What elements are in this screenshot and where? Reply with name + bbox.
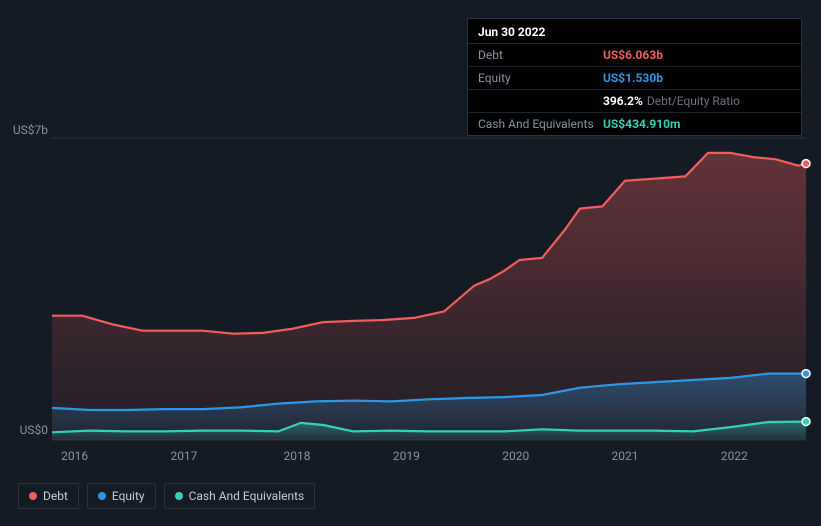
equity-end-marker bbox=[802, 370, 810, 378]
x-axis-tick-label: 2021 bbox=[612, 449, 639, 463]
x-axis-tick-label: 2020 bbox=[502, 449, 529, 463]
legend-dot-icon bbox=[175, 492, 183, 500]
chart-legend: Debt Equity Cash And Equivalents bbox=[18, 483, 315, 509]
debt-end-marker bbox=[802, 160, 810, 168]
area-chart bbox=[0, 0, 821, 526]
chart-container: { "tooltip": { "x": 467, "y": 18, "date"… bbox=[0, 0, 821, 526]
x-axis-tick-label: 2019 bbox=[393, 449, 420, 463]
legend-label: Cash And Equivalents bbox=[189, 489, 305, 503]
x-axis-tick-label: 2018 bbox=[284, 449, 311, 463]
x-axis-tick-label: 2016 bbox=[61, 449, 88, 463]
legend-item-debt[interactable]: Debt bbox=[18, 483, 79, 509]
legend-label: Debt bbox=[43, 489, 68, 503]
x-axis-tick-label: 2022 bbox=[721, 449, 748, 463]
x-axis-tick-label: 2017 bbox=[170, 449, 197, 463]
legend-label: Equity bbox=[112, 489, 145, 503]
legend-dot-icon bbox=[98, 492, 106, 500]
legend-item-equity[interactable]: Equity bbox=[87, 483, 156, 509]
legend-dot-icon bbox=[29, 492, 37, 500]
legend-item-cash[interactable]: Cash And Equivalents bbox=[164, 483, 316, 509]
cash-end-marker bbox=[802, 418, 810, 426]
